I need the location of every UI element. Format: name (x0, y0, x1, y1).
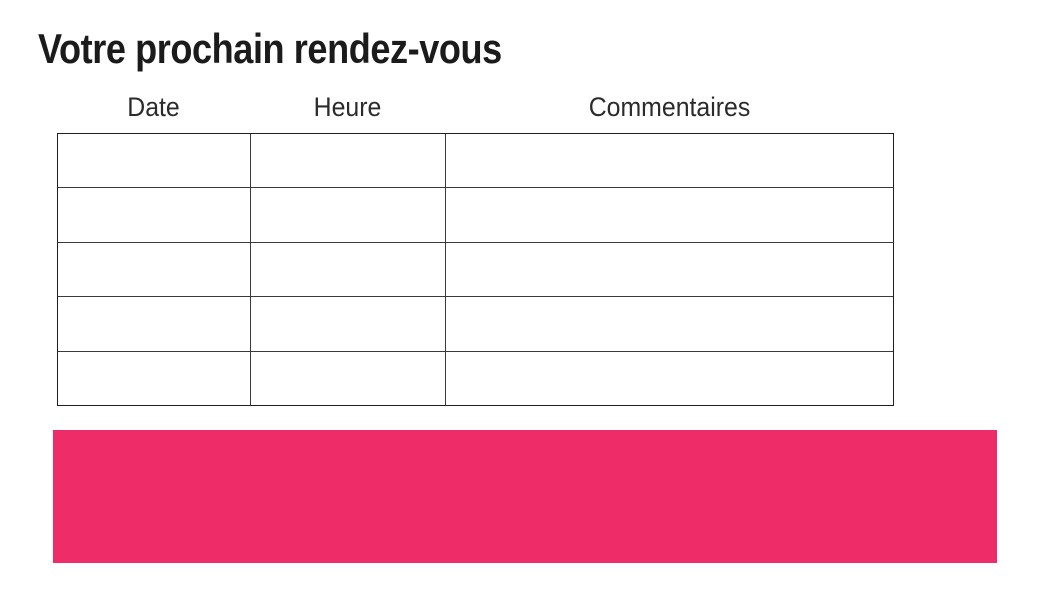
table-cell (58, 134, 251, 188)
table-row (58, 297, 893, 352)
table-cell (58, 188, 251, 242)
table-cell (446, 297, 893, 350)
page-title: Votre prochain rendez-vous (38, 25, 502, 72)
column-header-date: Date (127, 92, 180, 122)
table-cell (446, 134, 893, 187)
table-cell (251, 188, 446, 242)
column-header-commentaires: Commentaires (588, 92, 751, 122)
table-cell (251, 351, 446, 406)
table-cell (58, 297, 251, 351)
table-row (58, 188, 893, 243)
table-cell (58, 242, 251, 297)
appointments-table (57, 133, 894, 406)
table-cell (251, 242, 446, 297)
table-row (58, 134, 893, 189)
table-cell (58, 351, 251, 406)
table-cell (446, 352, 893, 405)
table-cell (251, 297, 446, 351)
highlight-band (53, 430, 997, 563)
table-cell (446, 243, 893, 296)
column-header-heure: Heure (313, 92, 382, 122)
table-header-row: Date Heure Commentaires (57, 91, 894, 123)
table-row (58, 351, 893, 406)
table-row (58, 242, 893, 298)
table-cell (446, 188, 893, 241)
table-cell (251, 134, 446, 188)
